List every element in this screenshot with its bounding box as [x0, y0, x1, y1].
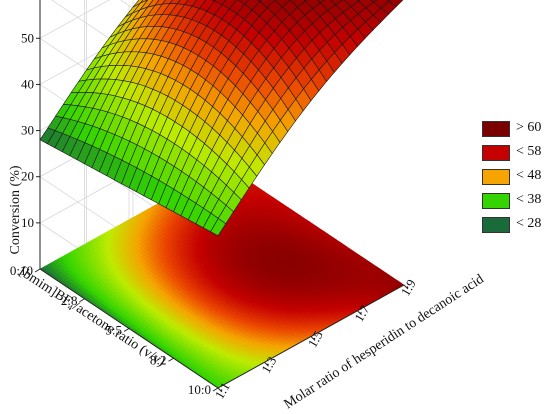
legend-swatch: [482, 121, 510, 137]
legend-swatch: [482, 145, 510, 161]
legend-item: > 60: [482, 119, 548, 139]
legend-item: < 38: [482, 191, 548, 211]
z-axis-title: Conversion (%): [8, 165, 23, 254]
z-tick-label: 40: [21, 76, 34, 91]
legend-label: < 58: [516, 144, 542, 159]
legend-item: < 58: [482, 143, 548, 163]
z-tick-label: 30: [21, 123, 34, 138]
legend-label: < 28: [516, 216, 542, 231]
z-tick-label: 50: [21, 30, 34, 45]
legend-label: < 38: [516, 192, 542, 207]
legend-item: < 48: [482, 167, 548, 187]
legend-swatch: [482, 169, 510, 185]
legend-item: < 28: [482, 215, 548, 235]
legend: > 60 < 58 < 48 < 38 < 28: [482, 119, 548, 239]
y-tick-label: 10:0: [188, 382, 211, 397]
legend-swatch: [482, 193, 510, 209]
legend-label: < 48: [516, 168, 542, 183]
legend-swatch: [482, 217, 510, 233]
y-tick-mark: [168, 357, 174, 362]
x-tick-label: 1:9: [398, 277, 419, 299]
legend-label: > 60: [516, 120, 542, 135]
